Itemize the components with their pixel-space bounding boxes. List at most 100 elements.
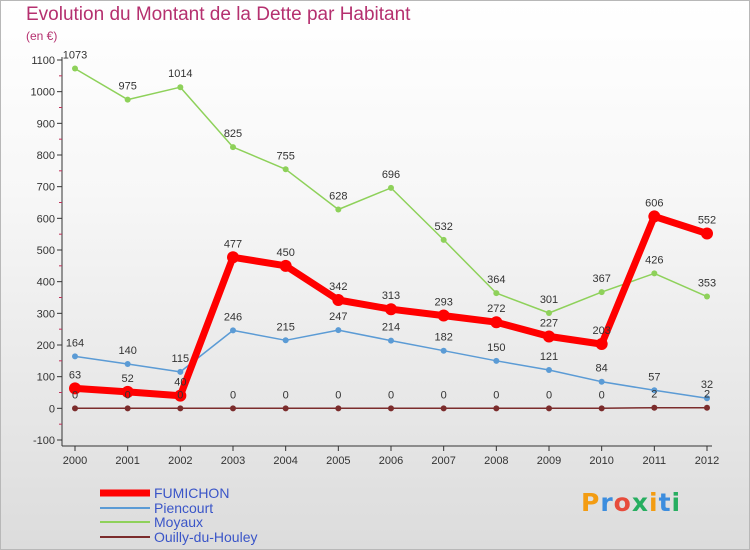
data-label: 164 <box>66 337 84 349</box>
data-point <box>490 316 503 329</box>
data-label: 63 <box>69 369 81 381</box>
data-label: 552 <box>698 215 716 227</box>
data-point <box>385 303 397 316</box>
data-point <box>335 206 342 213</box>
data-point <box>651 404 658 411</box>
data-label: 2 <box>651 389 657 401</box>
logo-letter: i <box>649 488 659 517</box>
data-point <box>388 184 394 191</box>
y-tick-label: 100 <box>37 372 55 384</box>
data-point <box>651 387 658 394</box>
data-point <box>648 210 661 223</box>
data-point <box>437 309 450 322</box>
data-label: 40 <box>174 377 186 389</box>
data-label: 182 <box>434 332 452 344</box>
y-tick-label: 900 <box>37 118 55 130</box>
x-tick-label: 2001 <box>115 455 139 467</box>
data-label: 227 <box>540 317 558 329</box>
axes: -100010020030040050060070080090010001100… <box>31 55 720 467</box>
data-label: 342 <box>329 281 347 293</box>
logo-letter: r <box>600 488 614 517</box>
y-tick-label: 300 <box>37 308 55 320</box>
data-point <box>72 353 78 360</box>
data-label: 57 <box>648 371 660 383</box>
y-tick-label: 200 <box>37 340 55 352</box>
data-point <box>282 405 289 412</box>
data-label: 0 <box>72 389 78 401</box>
data-label: 755 <box>276 150 294 162</box>
data-point <box>335 405 342 412</box>
unit-label: (en €) <box>26 29 58 43</box>
data-label: 0 <box>125 389 131 401</box>
x-tick-label: 2006 <box>379 455 403 467</box>
data-point <box>124 405 131 412</box>
data-point <box>69 382 81 395</box>
data-point <box>332 294 345 307</box>
data-label: 0 <box>335 389 341 401</box>
data-point <box>651 270 658 277</box>
data-point <box>177 84 184 91</box>
data-label: 0 <box>546 389 552 401</box>
y-tick-label: 800 <box>37 150 55 162</box>
data-label: 247 <box>329 311 347 323</box>
data-label: 532 <box>434 221 452 233</box>
legend-label: Moyaux <box>154 514 203 530</box>
data-label: 215 <box>276 321 294 333</box>
data-label: 0 <box>388 389 394 401</box>
y-tick-label: -100 <box>33 435 55 447</box>
legend-label: Ouilly-du-Houley <box>154 529 257 545</box>
data-label: 313 <box>382 290 400 302</box>
data-label: 203 <box>592 325 610 337</box>
data-label: 84 <box>596 363 608 375</box>
data-label: 0 <box>493 389 499 401</box>
data-label: 214 <box>382 322 400 334</box>
chart-title: Evolution du Montant de la Dette par Hab… <box>26 4 411 25</box>
data-point <box>174 389 187 402</box>
data-point <box>493 405 500 412</box>
y-tick-label: 500 <box>37 245 55 257</box>
data-label: 426 <box>645 254 663 266</box>
x-tick-label: 2012 <box>695 455 719 467</box>
data-label: 477 <box>224 238 242 250</box>
data-point <box>598 405 605 412</box>
data-point <box>72 405 78 412</box>
data-point <box>388 405 394 412</box>
data-point <box>546 310 552 317</box>
data-label: 121 <box>540 351 558 363</box>
data-label: 0 <box>599 389 605 401</box>
data-point <box>440 236 447 243</box>
x-tick-label: 2007 <box>431 455 455 467</box>
x-tick-label: 2011 <box>643 455 667 467</box>
data-point <box>124 96 131 103</box>
data-point <box>701 227 713 240</box>
x-tick-label: 2008 <box>484 455 508 467</box>
data-label: 1014 <box>168 68 192 80</box>
data-point <box>230 144 236 151</box>
data-labels: 1073 975 1014 825 755 628 696 532 364 301 367 426 35… <box>63 50 716 402</box>
data-label: 150 <box>487 342 505 354</box>
y-tick-label: 1100 <box>31 55 55 67</box>
data-label: 696 <box>382 169 400 181</box>
legend-label: FUMICHON <box>154 485 229 501</box>
data-label: 975 <box>118 81 136 93</box>
data-label: 606 <box>645 197 663 209</box>
x-tick-label: 2003 <box>221 455 245 467</box>
data-point <box>543 330 555 343</box>
data-label: 272 <box>487 303 505 315</box>
data-label: 450 <box>276 247 294 259</box>
data-point <box>493 290 500 297</box>
data-point <box>595 338 608 351</box>
data-point <box>704 395 710 402</box>
data-label: 301 <box>540 294 558 306</box>
series-lines <box>71 67 711 410</box>
data-point <box>546 367 552 374</box>
data-label: 367 <box>592 273 610 285</box>
data-label: 115 <box>172 353 190 365</box>
x-tick-label: 2004 <box>273 455 297 467</box>
data-label: 140 <box>118 345 136 357</box>
data-label: 246 <box>224 311 242 323</box>
logo-letter: t <box>658 488 672 517</box>
data-label: 293 <box>434 297 452 309</box>
